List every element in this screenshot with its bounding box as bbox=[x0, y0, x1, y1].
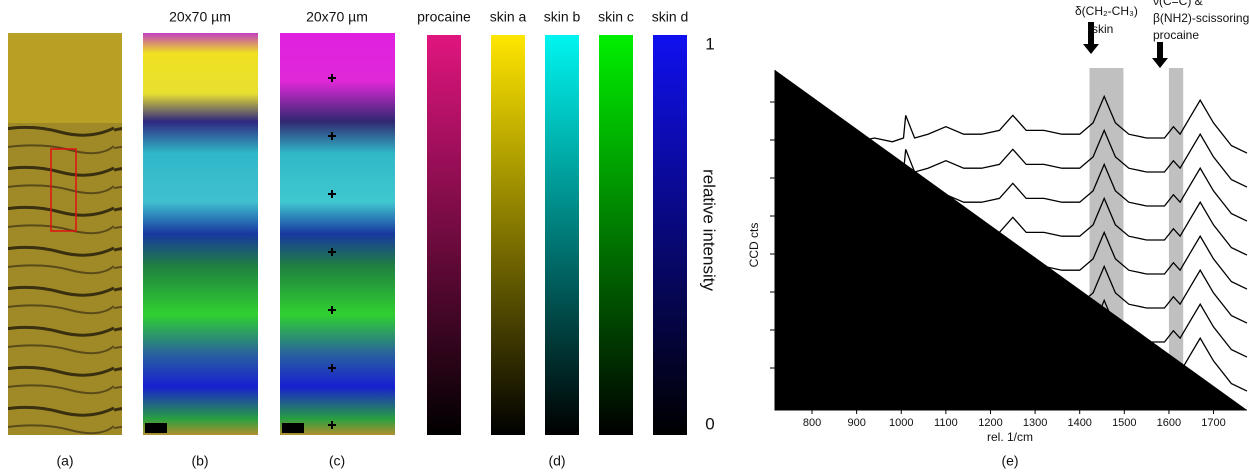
colorbar-name: skin b bbox=[544, 9, 581, 25]
annotation: procaine bbox=[1153, 28, 1199, 42]
panel-label: (e) bbox=[1001, 453, 1018, 469]
measure-points bbox=[328, 74, 336, 429]
panel-label: (c) bbox=[329, 453, 345, 469]
spectrum bbox=[776, 264, 1248, 332]
colorbar bbox=[427, 35, 461, 435]
spectrum bbox=[776, 196, 1248, 264]
colorbar-tick-label: 1 bbox=[705, 34, 714, 53]
colorbar-name: skin d bbox=[652, 9, 689, 25]
y-ticks bbox=[770, 70, 1247, 411]
panel-title: 20x70 µm bbox=[169, 9, 231, 25]
x-tick-label: 900 bbox=[847, 417, 865, 429]
colorbar bbox=[599, 35, 633, 435]
x-tick-label: 1300 bbox=[1023, 417, 1047, 429]
colorbar bbox=[545, 35, 579, 435]
highlight-band bbox=[1168, 68, 1184, 410]
annotation: skin bbox=[1092, 22, 1113, 36]
scale-bar bbox=[282, 423, 304, 433]
colorbar bbox=[491, 35, 525, 435]
micrograph-top bbox=[8, 33, 122, 123]
x-tick-label: 1600 bbox=[1157, 417, 1181, 429]
panel-label: (d) bbox=[548, 453, 565, 469]
x-tick-label: 800 bbox=[803, 417, 821, 429]
colorbar-tick-label: 0 bbox=[705, 414, 714, 433]
colorbar bbox=[653, 35, 687, 435]
x-tick-label: 1400 bbox=[1067, 417, 1091, 429]
spectrum bbox=[776, 94, 1248, 162]
micrograph bbox=[8, 123, 122, 435]
panel-label: (b) bbox=[191, 453, 208, 469]
spectrum bbox=[776, 128, 1248, 196]
panel-title: 20x70 µm bbox=[306, 9, 368, 25]
panel-label: (a) bbox=[56, 453, 73, 469]
y-axis-label: CCD cts bbox=[747, 223, 761, 268]
scale-bar bbox=[145, 423, 167, 433]
selection-box bbox=[50, 148, 77, 232]
colorbar-name: procaine bbox=[417, 9, 471, 25]
spectrum bbox=[776, 332, 1248, 400]
colorbar-name: skin c bbox=[598, 9, 634, 25]
spectrum bbox=[776, 230, 1248, 298]
x-tick-label: 1200 bbox=[978, 417, 1002, 429]
x-tick-label: 1500 bbox=[1112, 417, 1136, 429]
annotation: ν(C=C) & bbox=[1153, 0, 1203, 8]
x-tick-label: 1700 bbox=[1201, 417, 1225, 429]
axis-label: relative intensity bbox=[700, 169, 719, 291]
spectrum bbox=[776, 162, 1248, 230]
raman-map bbox=[280, 33, 395, 435]
x-tick-label: 1100 bbox=[934, 417, 958, 429]
spectrum bbox=[776, 298, 1248, 366]
annotation: δ(CH₂-CH₃) bbox=[1075, 4, 1138, 18]
x-axis-label: rel. 1/cm bbox=[987, 430, 1033, 444]
x-tick-label: 1000 bbox=[889, 417, 913, 429]
annotation: β(NH2)-scissoring bbox=[1153, 11, 1249, 25]
arrows bbox=[1083, 22, 1168, 68]
raman-map bbox=[143, 33, 258, 435]
colorbar-name: skin a bbox=[490, 9, 527, 25]
